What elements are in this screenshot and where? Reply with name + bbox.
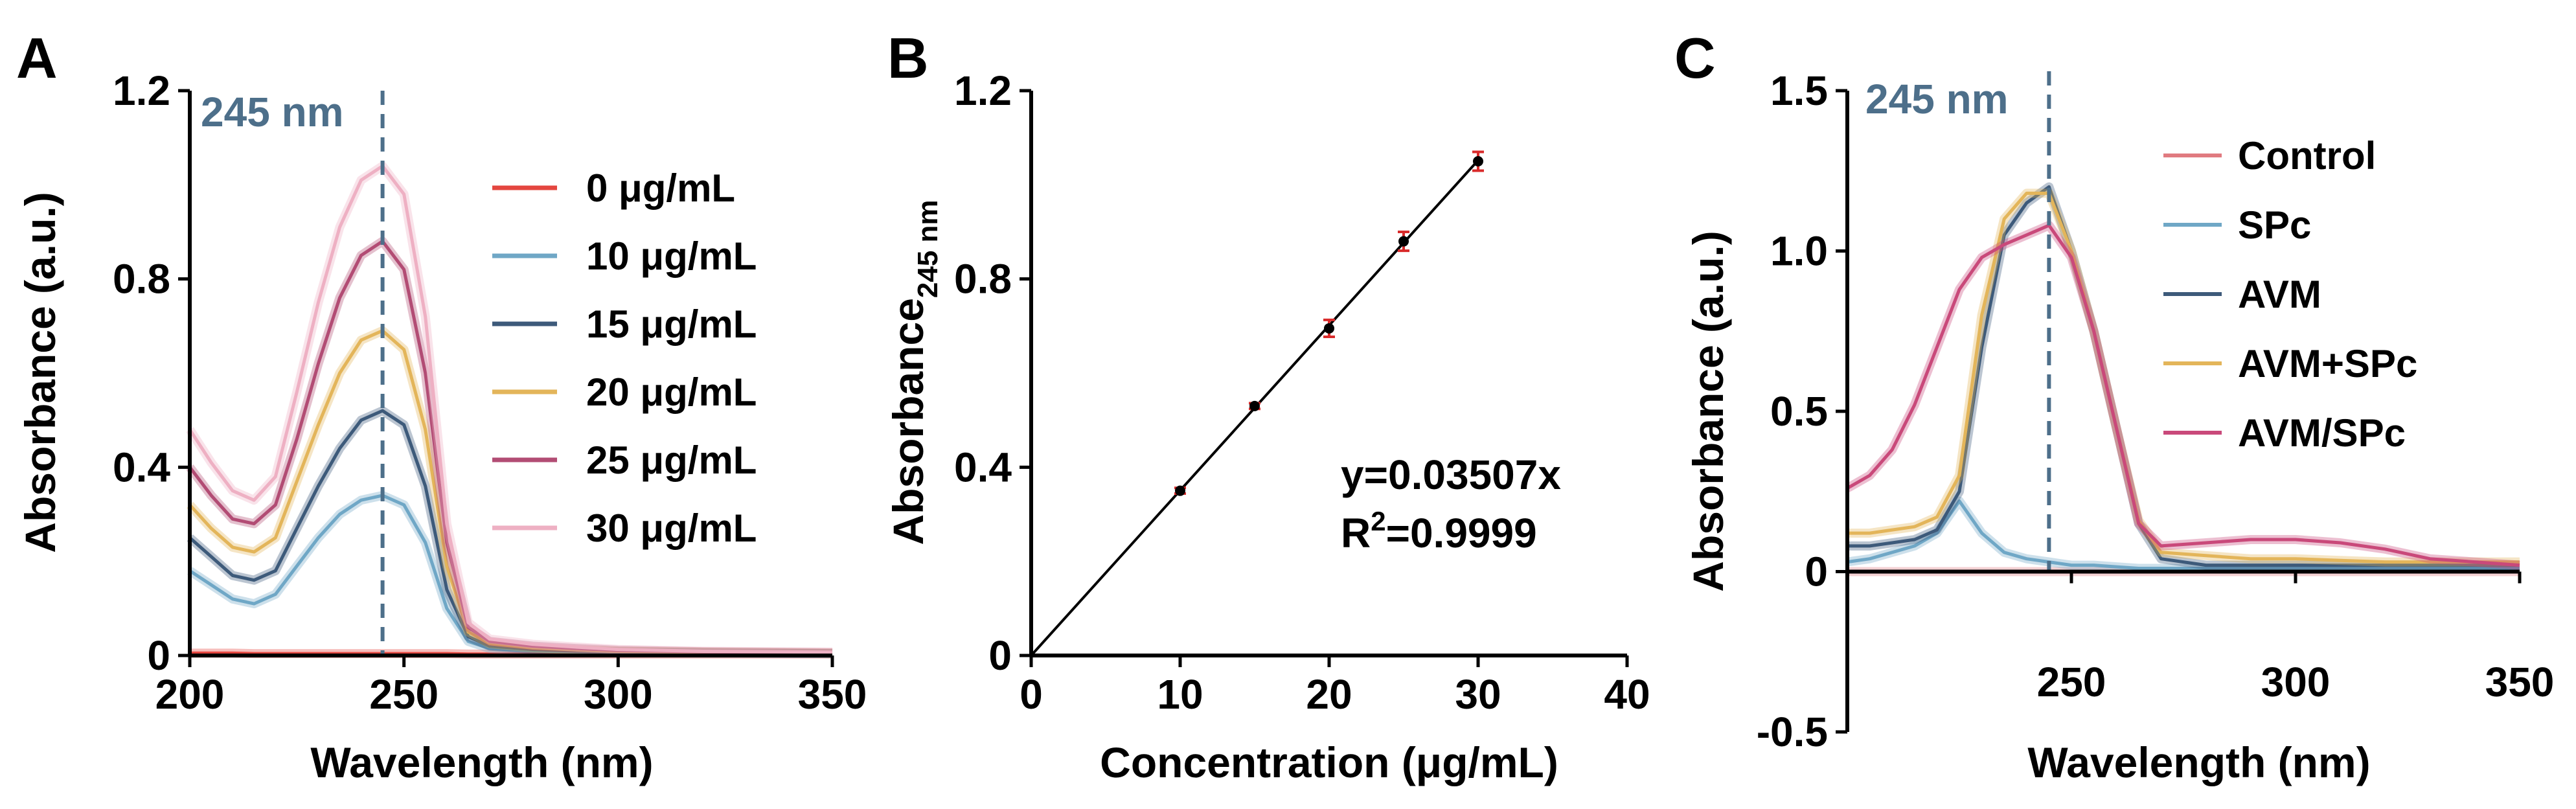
panel-b-y-label-sub: 245 nm (912, 199, 944, 298)
panel-c-series-line-1 (1847, 499, 2520, 570)
panel-c-series-line-4 (1846, 223, 2520, 567)
panel-b-ytick-label-0: 0 (988, 632, 1012, 679)
panel-c-legend-label-2: AVM (2238, 273, 2321, 316)
panel-b-equation: y=0.03507x (1341, 451, 1561, 498)
panel-c-legend-label-1: SPc (2238, 203, 2311, 247)
panel-a-legend-label-1: 10 μg/mL (586, 234, 757, 278)
panel-c-letter: C (1674, 26, 1716, 90)
panel-b-xtick-label-0: 0 (1020, 671, 1043, 718)
panel-c-xtick-label-2: 350 (2485, 659, 2555, 705)
panel-a-series-group (186, 161, 833, 659)
panel-b-ticks: 0 10 20 30 40 0 0.4 0.8 1.2 (954, 67, 1650, 718)
panel-c-ytick-label-1: 0 (1805, 549, 1828, 595)
panel-b-points (1174, 150, 1484, 496)
panel-b-xtick-label-3: 30 (1455, 671, 1501, 718)
panel-c-annotation: 245 nm (1865, 76, 2009, 122)
panel-b-x-label: Concentration (μg/mL) (1100, 738, 1558, 786)
panel-a: A 245 nm 200 250 300 350 0 0.4 0.8 1.2 Waveleng… (16, 26, 867, 786)
panel-c-ytick-label-2: 0.5 (1770, 388, 1828, 435)
panel-a-x-label: Wavelength (nm) (310, 738, 653, 786)
panel-b-xtick-label-1: 10 (1157, 671, 1203, 718)
panel-a-legend-label-2: 15 μg/mL (586, 302, 757, 346)
panel-a-legend: 0 μg/mL 10 μg/mL 15 μg/mL 20 μg/mL 25 μg/mL 3… (492, 166, 757, 550)
panel-c-ytick-label-4: 1.5 (1770, 67, 1828, 114)
panel-c-y-label: Absorbance (a.u.) (1684, 231, 1732, 591)
panel-a-ytick-label-0: 0 (147, 632, 170, 679)
panel-a-ytick-label-1: 0.4 (113, 444, 170, 490)
panel-b-point-1 (1249, 400, 1260, 411)
panel-a-ytick-label-2: 0.8 (113, 256, 170, 302)
panel-b-r2-value: =0.9999 (1386, 510, 1537, 556)
panel-b-point-4 (1473, 156, 1483, 166)
panel-b-y-label: Absorbance245 nm (884, 199, 944, 545)
panel-a-series-line-5 (188, 164, 833, 654)
panel-a-legend-label-3: 20 μg/mL (586, 370, 757, 414)
panel-a-letter: A (16, 26, 58, 90)
panel-b-point-0 (1175, 485, 1185, 496)
panel-a-xtick-label-1: 250 (369, 671, 439, 718)
panel-c-legend: Control SPc AVM AVM+SPc AVM/SPc (2163, 134, 2417, 455)
panel-c-ticks: 250 300 350 -0.5 0 0.5 1.0 1.5 (1757, 67, 2555, 755)
panel-c-legend-label-4: AVM/SPc (2238, 411, 2406, 455)
panel-c-legend-label-3: AVM+SPc (2238, 342, 2417, 385)
panel-c-series-group (1845, 182, 2520, 576)
panel-a-y-label: Absorbance (a.u.) (16, 192, 64, 553)
panel-a-ticks: 200 250 300 350 0 0.4 0.8 1.2 (113, 67, 867, 718)
panel-b-r2: R2=0.9999 (1341, 506, 1537, 556)
panel-b-xtick-label-4: 40 (1604, 671, 1650, 718)
panel-a-annotation: 245 nm (201, 89, 344, 135)
panel-a-legend-label-0: 0 μg/mL (586, 166, 735, 210)
panel-b-point-3 (1398, 236, 1409, 247)
panel-b-point-2 (1324, 323, 1334, 334)
panel-b-ytick-label-2: 0.8 (954, 256, 1012, 302)
panel-b-y-label-text: Absorbance245 nm (884, 199, 944, 545)
panel-c-xtick-label-1: 300 (2261, 659, 2331, 705)
panel-b: B 0 10 20 30 40 0 0.4 0.8 1.2 Concentration (μg/… (884, 26, 1650, 786)
panel-b-r2-sup: 2 (1371, 506, 1385, 536)
panel-b-ytick-label-1: 0.4 (954, 444, 1012, 490)
panel-a-legend-label-4: 25 μg/mL (586, 439, 757, 482)
panel-b-r2-prefix: R (1341, 510, 1371, 556)
panel-c-legend-label-0: Control (2238, 134, 2376, 177)
panel-a-ytick-label-3: 1.2 (113, 67, 170, 114)
panel-b-y-label-main: Absorbance (884, 298, 932, 545)
panel-b-letter: B (887, 26, 929, 90)
panel-c-ytick-label-3: 1.0 (1770, 228, 1828, 275)
panel-a-xtick-label-0: 200 (155, 671, 225, 718)
panel-a-legend-label-5: 30 μg/mL (586, 507, 757, 550)
panel-c-x-label: Wavelength (nm) (2027, 738, 2370, 786)
panel-b-ytick-label-3: 1.2 (954, 67, 1012, 114)
panel-a-xtick-label-2: 300 (584, 671, 653, 718)
panel-c: C 245 nm 250 300 350 -0.5 0 0.5 1.0 1.5 Wavelen… (1674, 26, 2554, 786)
panel-c-xtick-label-0: 250 (2037, 659, 2106, 705)
panel-c-series-line-2 (1847, 185, 2520, 567)
panel-a-xtick-label-3: 350 (798, 671, 867, 718)
panel-c-ytick-label-0: -0.5 (1757, 709, 1828, 755)
panel-b-xtick-label-2: 20 (1306, 671, 1352, 718)
